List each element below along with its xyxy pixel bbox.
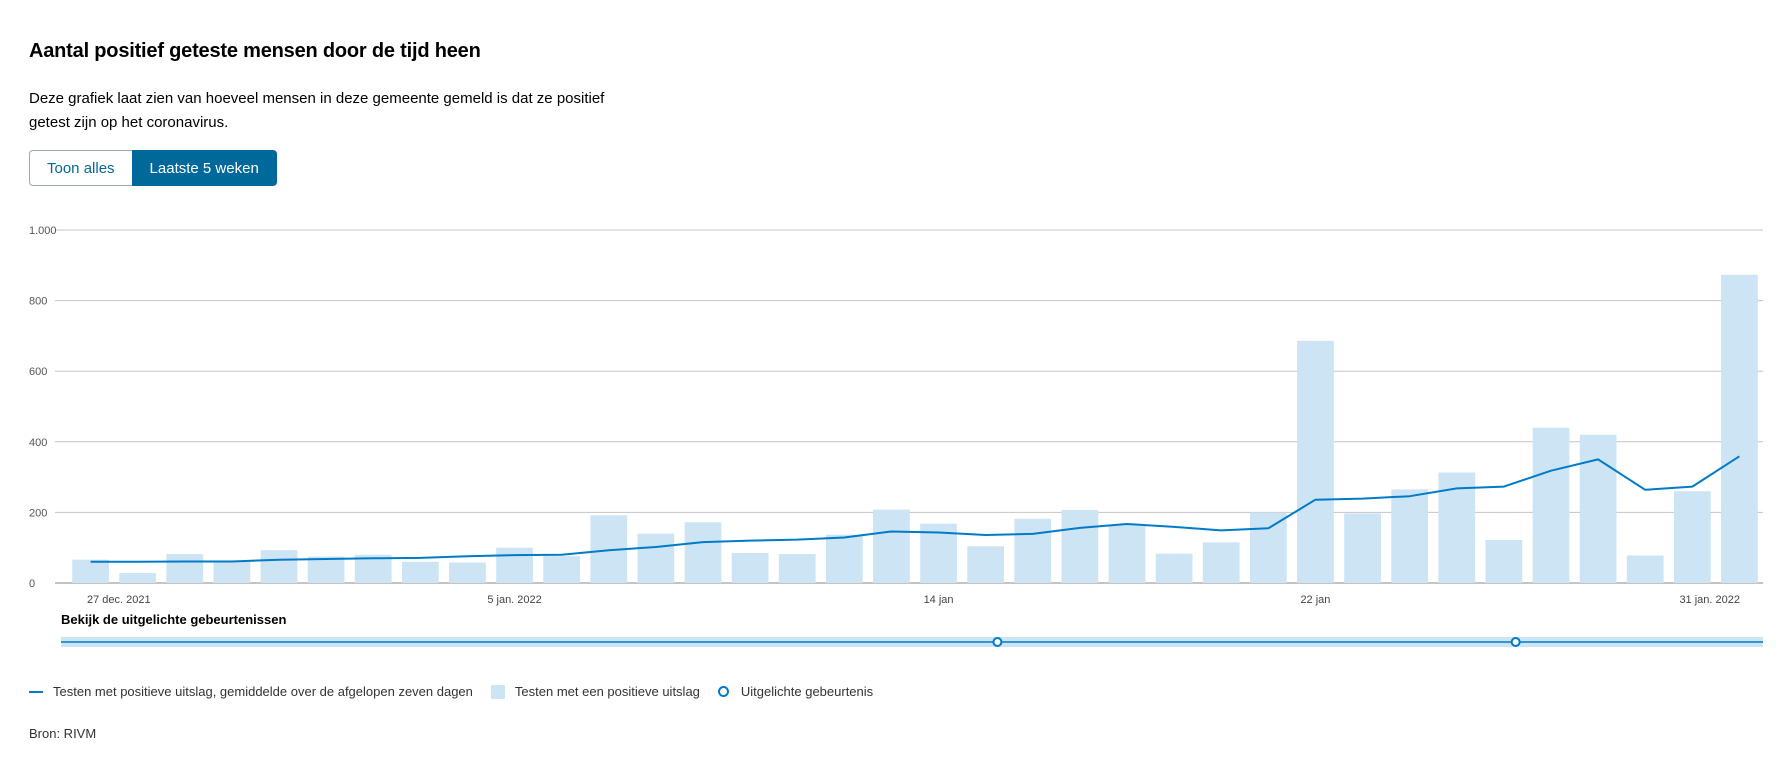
x-tick-label: 31 jan. 2022 — [1679, 594, 1740, 606]
average-line — [90, 455, 1740, 563]
bar[interactable] — [873, 509, 910, 583]
bar[interactable] — [1155, 553, 1193, 583]
bar[interactable] — [1579, 434, 1617, 583]
bar[interactable] — [307, 556, 345, 583]
event-circle-icon — [717, 686, 729, 697]
time-range-toggle: Toon alles Laatste 5 weken — [29, 150, 277, 186]
y-axis: 0 200 400 600 800 1.000 — [29, 225, 57, 590]
bar[interactable] — [1202, 542, 1240, 583]
legend-item-event: Uitgelichte gebeurtenis — [717, 684, 874, 699]
bar[interactable] — [1626, 555, 1664, 583]
bar[interactable] — [1249, 512, 1287, 583]
event-marker-icon[interactable] — [1510, 637, 1521, 647]
event-marker-icon[interactable] — [992, 637, 1003, 647]
bar[interactable] — [967, 546, 1005, 583]
bar[interactable] — [1721, 274, 1758, 583]
y-tick-label: 800 — [29, 296, 47, 308]
x-tick-label: 22 jan — [1300, 594, 1330, 606]
bar[interactable] — [1297, 340, 1334, 583]
bar[interactable] — [778, 554, 816, 583]
event-timeline[interactable] — [61, 637, 1763, 647]
bar[interactable] — [72, 559, 109, 583]
bars — [72, 274, 1758, 583]
bar[interactable] — [1485, 539, 1523, 583]
chart-description: Deze grafiek laat zien van hoeveel mense… — [29, 90, 605, 131]
legend-event-label: Uitgelichte gebeurtenis — [740, 684, 874, 699]
bar[interactable] — [401, 561, 439, 583]
last-5-weeks-button[interactable]: Laatste 5 weken — [131, 150, 277, 186]
bar[interactable] — [1014, 518, 1052, 583]
bar[interactable] — [1344, 513, 1381, 583]
bar[interactable] — [449, 562, 486, 583]
y-tick-label: 1.000 — [29, 225, 57, 237]
y-tick-label: 0 — [29, 578, 35, 590]
bar[interactable] — [213, 560, 251, 583]
timeline-label: Bekijk de uitgelichte gebeurtenissen — [61, 612, 286, 627]
bar[interactable] — [1391, 489, 1429, 583]
bar[interactable] — [731, 552, 769, 583]
legend-item-line: Testen met positieve uitslag, gemiddelde… — [29, 684, 473, 699]
bar[interactable] — [1673, 491, 1711, 583]
legend-line-label: Testen met positieve uitslag, gemiddelde… — [53, 684, 473, 699]
y-tick-label: 400 — [29, 437, 47, 449]
bar[interactable] — [166, 554, 204, 583]
bar[interactable] — [543, 556, 581, 583]
bar[interactable] — [1061, 509, 1099, 583]
bar[interactable] — [684, 522, 722, 583]
y-tick-label: 200 — [29, 507, 47, 519]
series-line — [90, 455, 1740, 563]
line-swatch-icon — [29, 690, 43, 693]
bar[interactable] — [825, 534, 863, 583]
y-tick-label: 600 — [29, 366, 47, 378]
bar[interactable] — [1108, 524, 1146, 583]
bar[interactable] — [119, 573, 157, 583]
source-note: Bron: RIVM — [29, 726, 97, 741]
x-tick-label: 5 jan. 2022 — [487, 594, 541, 606]
bar-swatch-icon — [490, 684, 505, 699]
x-tick-label: 14 jan — [924, 594, 954, 606]
x-axis: 27 dec. 2021 5 jan. 2022 14 jan 22 jan 31 ja… — [87, 594, 1740, 606]
bar[interactable] — [637, 533, 675, 583]
x-tick-label: 27 dec. 2021 — [87, 594, 151, 606]
legend: Testen met positieve uitslag, gemiddelde… — [29, 684, 891, 699]
legend-item-bar: Testen met een positieve uitslag — [490, 684, 700, 699]
chart-title: Aantal positief geteste mensen door de t… — [29, 40, 481, 62]
bar[interactable] — [260, 550, 298, 583]
legend-bar-label: Testen met een positieve uitslag — [514, 684, 700, 699]
bar[interactable] — [1532, 427, 1570, 583]
bar[interactable] — [496, 547, 533, 583]
show-all-button[interactable]: Toon alles — [29, 150, 132, 186]
